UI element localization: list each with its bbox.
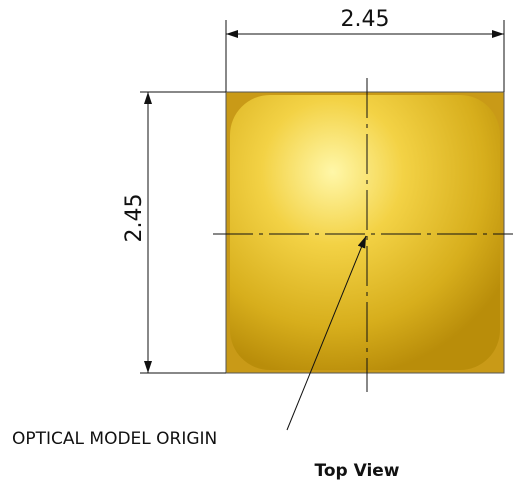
height-dimension: 2.45 bbox=[122, 194, 147, 243]
view-label: Top View bbox=[314, 461, 399, 481]
width-dimension: 2.45 bbox=[341, 7, 390, 32]
lens-dome bbox=[230, 95, 500, 370]
origin-label: OPTICAL MODEL ORIGIN bbox=[12, 429, 217, 449]
leader-line bbox=[286, 235, 367, 431]
